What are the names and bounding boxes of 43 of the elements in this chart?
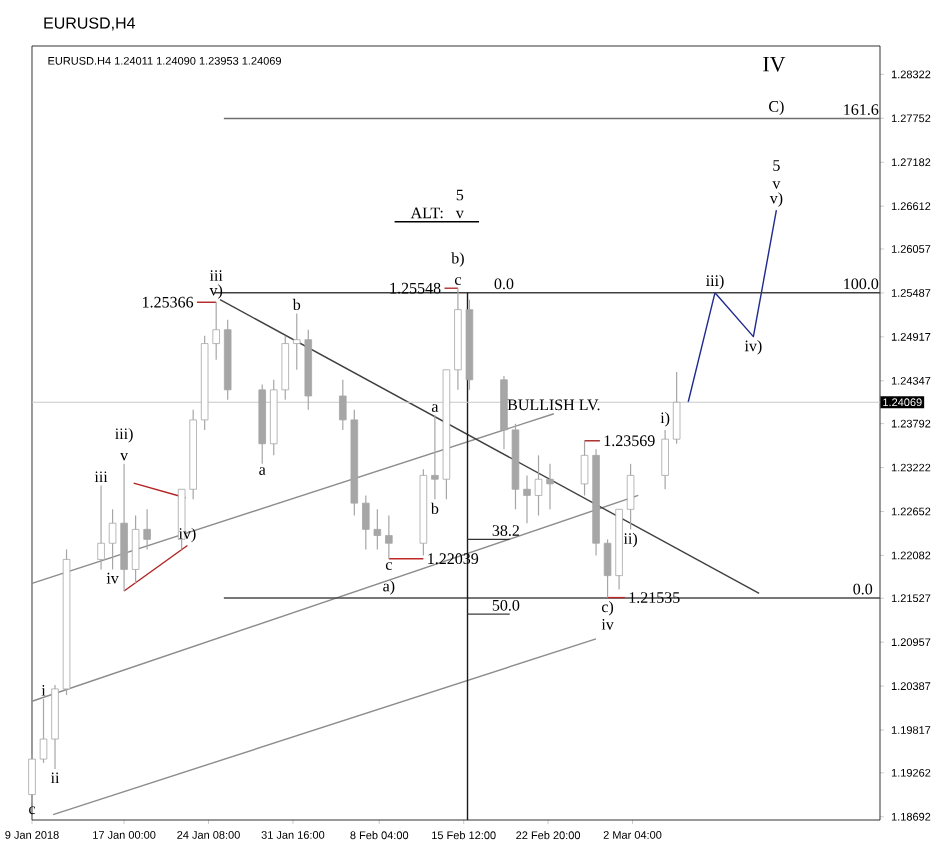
annotation: 5 (456, 189, 464, 201)
annotation: a (431, 404, 439, 412)
annotation: c (454, 277, 461, 285)
annotation: iv) (744, 340, 762, 355)
annotation: iv) (178, 527, 196, 543)
annotation: 0.0 (494, 278, 514, 290)
annotation: b (292, 298, 301, 311)
chart-title: EURUSD,H4 (44, 17, 136, 31)
annotation: 1.25548 (390, 282, 441, 294)
annotation: b) (451, 252, 464, 267)
annotation: 0.0 (853, 583, 873, 595)
annotation: ALT: (410, 207, 443, 219)
annotation: c) (601, 600, 614, 616)
annotation: i (41, 684, 46, 696)
annotation: c (385, 562, 392, 570)
annotation: v (120, 452, 129, 461)
annotation: a (259, 467, 266, 475)
annotation: ii) (623, 532, 637, 548)
annotation: BULLISH LV. (507, 399, 600, 411)
annotation: iii (94, 471, 108, 483)
annotation: iv (106, 572, 119, 584)
annotation: C) (769, 100, 784, 116)
annotation: 38.2 (492, 525, 519, 536)
annotation: b (430, 502, 439, 514)
annotation: a) (383, 580, 395, 595)
annotation: iii) (115, 427, 133, 443)
annotation: iv (601, 618, 614, 630)
annotation: iii (209, 270, 223, 281)
annotation: ii (50, 772, 60, 784)
annotation: 1.25366 (143, 296, 194, 308)
annotation: iii) (706, 274, 724, 290)
annotation: 50.0 (492, 599, 520, 611)
annotation: 1.23569 (604, 435, 655, 447)
annotation: i) (660, 412, 670, 427)
annotation: 1.21535 (629, 592, 680, 603)
annotation: c (29, 806, 36, 815)
annotation: IV (763, 56, 786, 72)
annotation: 161.6 (844, 104, 879, 116)
annotation: 100.0 (844, 278, 879, 290)
annotation: v (772, 181, 781, 189)
annotation: v) (769, 192, 783, 207)
annotation: v (455, 210, 464, 219)
annotation: 5 (773, 160, 780, 171)
